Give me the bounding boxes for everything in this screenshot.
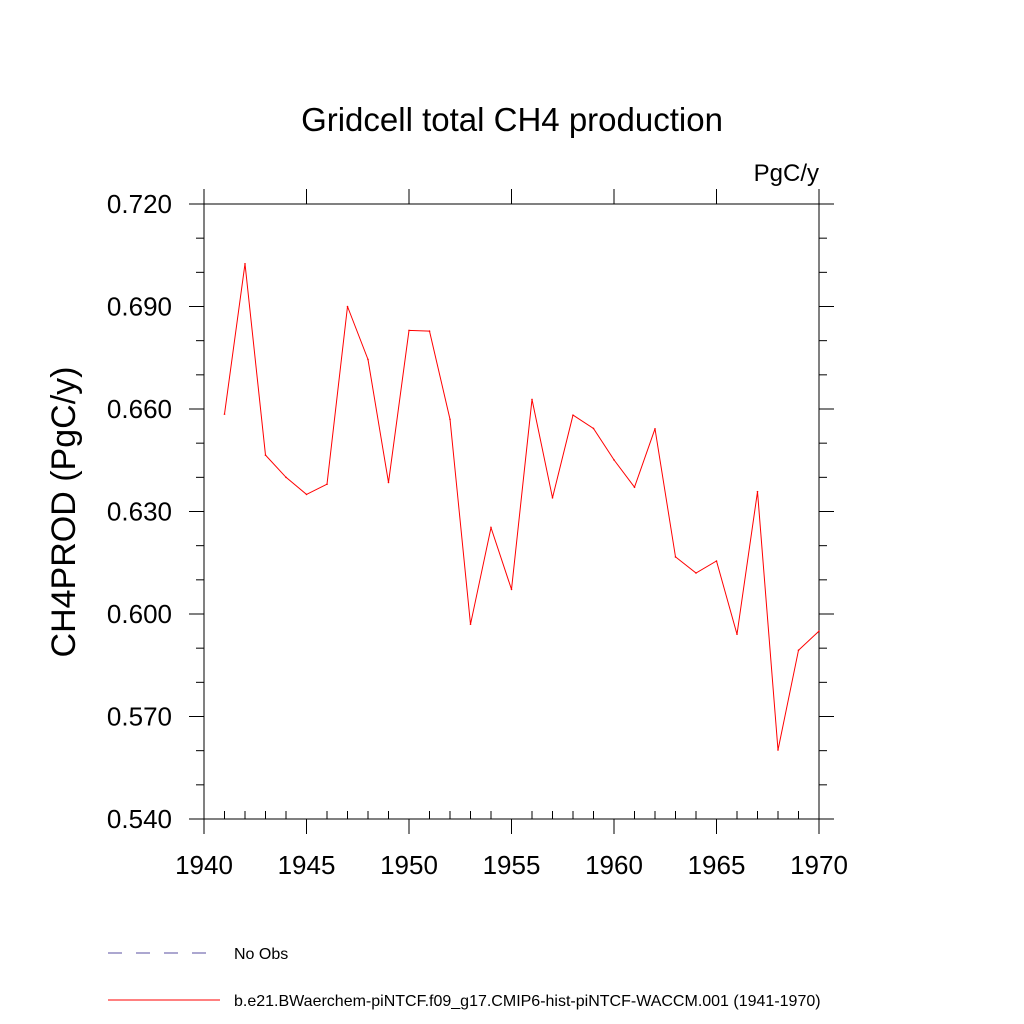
data-point (715, 560, 718, 562)
x-tick-label: 1950 (380, 850, 438, 880)
data-point (367, 358, 369, 361)
legend-label-model-run: b.e21.BWaerchem-piNTCF.f09_g17.CMIP6-his… (234, 993, 821, 1010)
data-point (346, 305, 349, 308)
data-point (613, 459, 615, 461)
data-point (244, 262, 246, 265)
y-tick-label: 0.630 (107, 497, 172, 527)
chart-title: Gridcell total CH4 production (301, 101, 723, 138)
axis-ticks (189, 189, 834, 834)
data-point (387, 481, 390, 484)
data-point (326, 483, 328, 485)
data-point (756, 490, 759, 493)
data-point (797, 649, 800, 652)
data-point (449, 418, 451, 421)
y-tick-label: 0.660 (107, 394, 172, 424)
data-point (285, 476, 287, 479)
series-line (224, 263, 820, 751)
data-point (654, 428, 656, 430)
data-point (264, 454, 267, 456)
plot-frame (203, 203, 820, 820)
x-tick-label: 1960 (585, 850, 643, 880)
data-point (408, 329, 410, 332)
data-point (510, 588, 513, 591)
data-point (777, 749, 779, 751)
x-tick-label: 1965 (688, 850, 746, 880)
data-point (633, 486, 636, 489)
x-tick-label: 1940 (175, 850, 233, 880)
data-point (490, 526, 492, 529)
y-axis-label: CH4PROD (PgC/y) (45, 367, 83, 658)
data-point (818, 630, 820, 632)
x-tick-label: 1955 (483, 850, 541, 880)
data-point (223, 413, 226, 415)
y-tick-label: 0.720 (107, 189, 172, 219)
data-point (695, 572, 697, 574)
y-tick-label: 0.690 (107, 292, 172, 322)
data-point (592, 427, 595, 430)
data-point (572, 414, 574, 416)
data-point (531, 398, 533, 401)
y-tick-labels: 0.720 0.690 0.660 0.630 0.600 0.570 0.540 (107, 189, 172, 834)
x-tick-label: 1970 (790, 850, 848, 880)
units-label: PgC/y (754, 160, 819, 187)
legend-label-no-obs: No Obs (234, 946, 288, 963)
data-point (551, 497, 554, 499)
y-tick-label: 0.540 (107, 804, 172, 834)
data-point (736, 633, 738, 635)
data-point (674, 556, 677, 558)
data-point (305, 493, 308, 496)
legend: No Obs b.e21.BWaerchem-piNTCF.f09_g17.CM… (108, 946, 821, 1010)
y-tick-label: 0.600 (107, 599, 172, 629)
series-group (223, 262, 820, 751)
x-tick-label: 1945 (278, 850, 336, 880)
data-point (469, 623, 472, 626)
y-tick-label: 0.570 (107, 702, 172, 732)
x-tick-labels: 1940 1945 1950 1955 1960 1965 1970 (175, 850, 848, 880)
data-point (428, 330, 431, 332)
